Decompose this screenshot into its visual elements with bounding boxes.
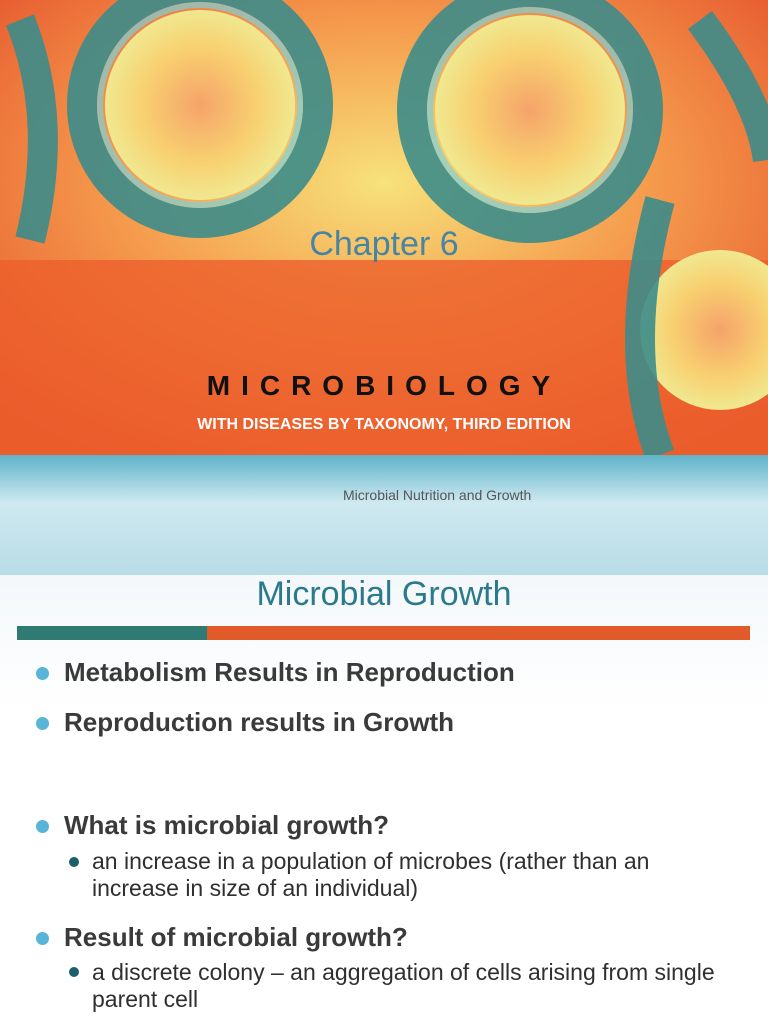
slide-caption: Microbial Nutrition and Growth [343,487,532,503]
sub-bullet [69,967,79,977]
title-slide: Chapter 6 MICROBIOLOGY WITH DISEASES BY … [0,0,768,575]
sub-bullet-text: a discrete colony – an aggregation of ce… [92,959,715,1012]
title-bar-left [17,626,207,640]
bullet [36,667,49,680]
sub-bullet-text: an increase in a population of microbes … [92,848,650,901]
bullet-text: Reproduction results in Growth [64,707,455,737]
title-bar-right [207,626,750,640]
bullet [36,717,49,730]
book-title: MICROBIOLOGY [206,370,562,401]
bullet-text: What is microbial growth? [64,810,390,840]
bullet [36,932,49,945]
book-subtitle: WITH DISEASES BY TAXONOMY, THIRD EDITION [197,416,571,433]
bullet [36,820,49,833]
slide-title: Microbial Growth [256,575,512,613]
bullet-text: Result of microbial growth? [64,922,408,952]
cover-image [0,0,768,455]
bullet-text: Metabolism Results in Reproduction [64,657,515,687]
chapter-label: Chapter 6 [309,225,459,263]
sub-bullet [69,857,79,867]
content-slide: Microbial Growth Metabolism Results in R… [0,575,768,1024]
caption-band [0,455,768,575]
